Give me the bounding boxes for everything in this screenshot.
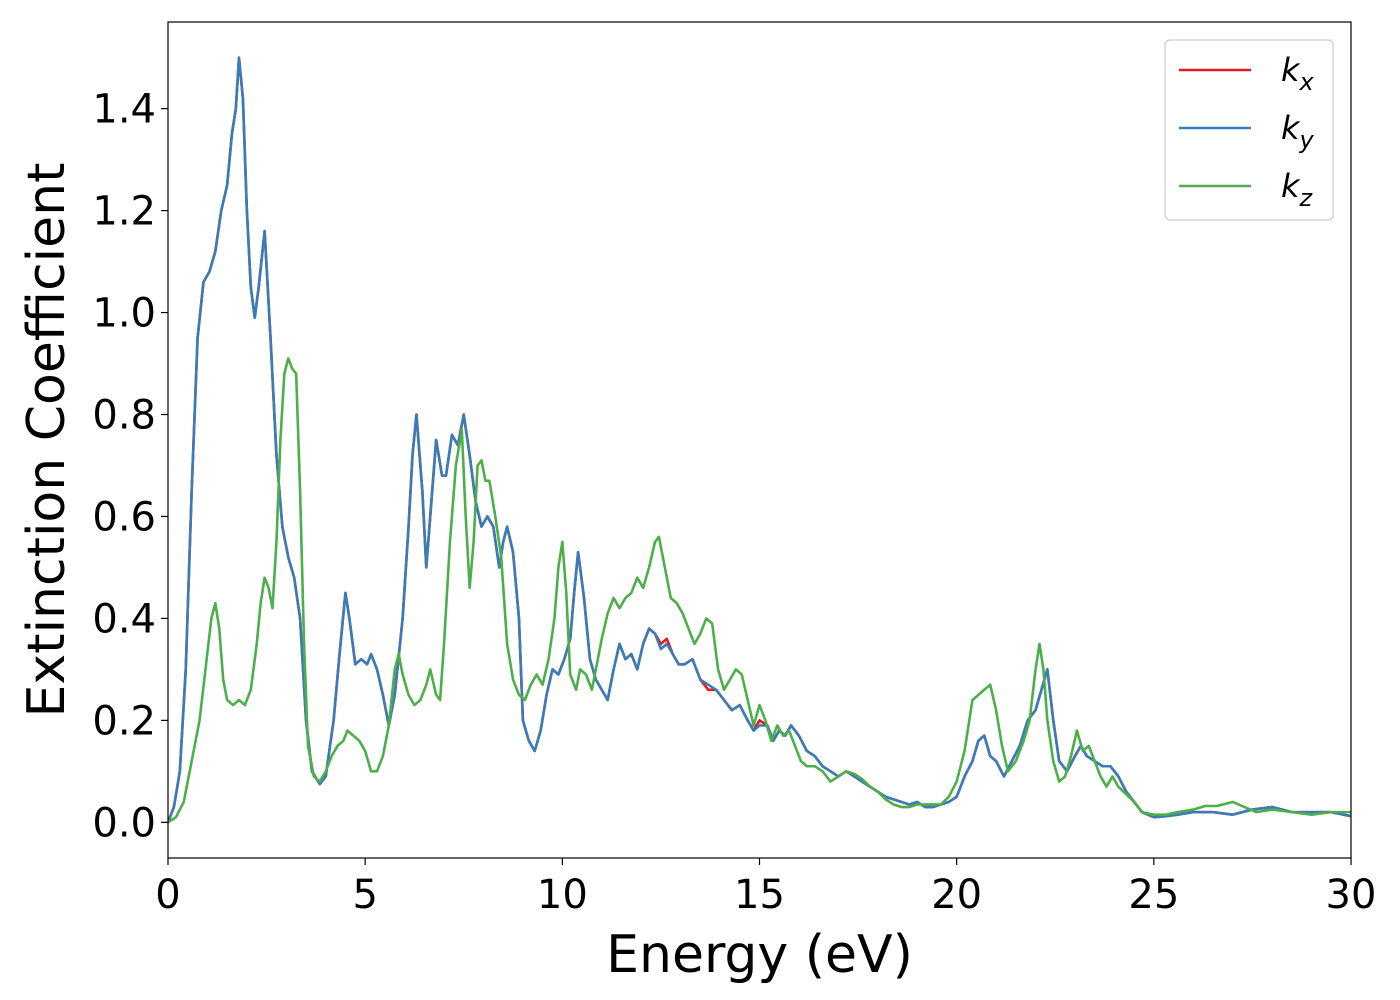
x-tick-label: 10	[537, 872, 588, 918]
y-tick-label: 1.2	[92, 189, 156, 235]
plot-area	[168, 56, 1351, 824]
y-tick-label: 0.2	[92, 698, 156, 744]
y-axis: 0.0 0.2 0.4 0.6 0.8 1.0 1.2 1.4	[92, 87, 168, 846]
y-tick-label: 1.4	[92, 87, 156, 133]
y-tick-label: 0.0	[92, 800, 156, 846]
series-line-kz	[168, 357, 1351, 824]
x-tick-label: 30	[1326, 872, 1377, 918]
legend-box	[1164, 39, 1334, 221]
legend-label-kz: kz	[1281, 167, 1314, 212]
x-tick-label: 20	[931, 872, 982, 918]
y-tick-label: 0.8	[92, 393, 156, 439]
x-tick-label: 15	[734, 872, 785, 918]
x-tick-label: 25	[1128, 872, 1179, 918]
x-tick-label: 0	[155, 872, 180, 918]
legend-label-ky: ky	[1281, 109, 1315, 154]
legend-label-kx: kx	[1281, 51, 1315, 96]
y-axis-title: Extinction Coefficient	[17, 163, 77, 718]
y-tick-label: 1.0	[92, 291, 156, 337]
x-axis-title: Energy (eV)	[606, 925, 913, 985]
y-tick-label: 0.4	[92, 596, 156, 642]
x-tick-label: 5	[352, 872, 377, 918]
y-tick-label: 0.6	[92, 494, 156, 540]
legend: kx ky kz	[1164, 39, 1334, 221]
x-axis: 0 5 10 15 20 25 30	[155, 858, 1376, 918]
